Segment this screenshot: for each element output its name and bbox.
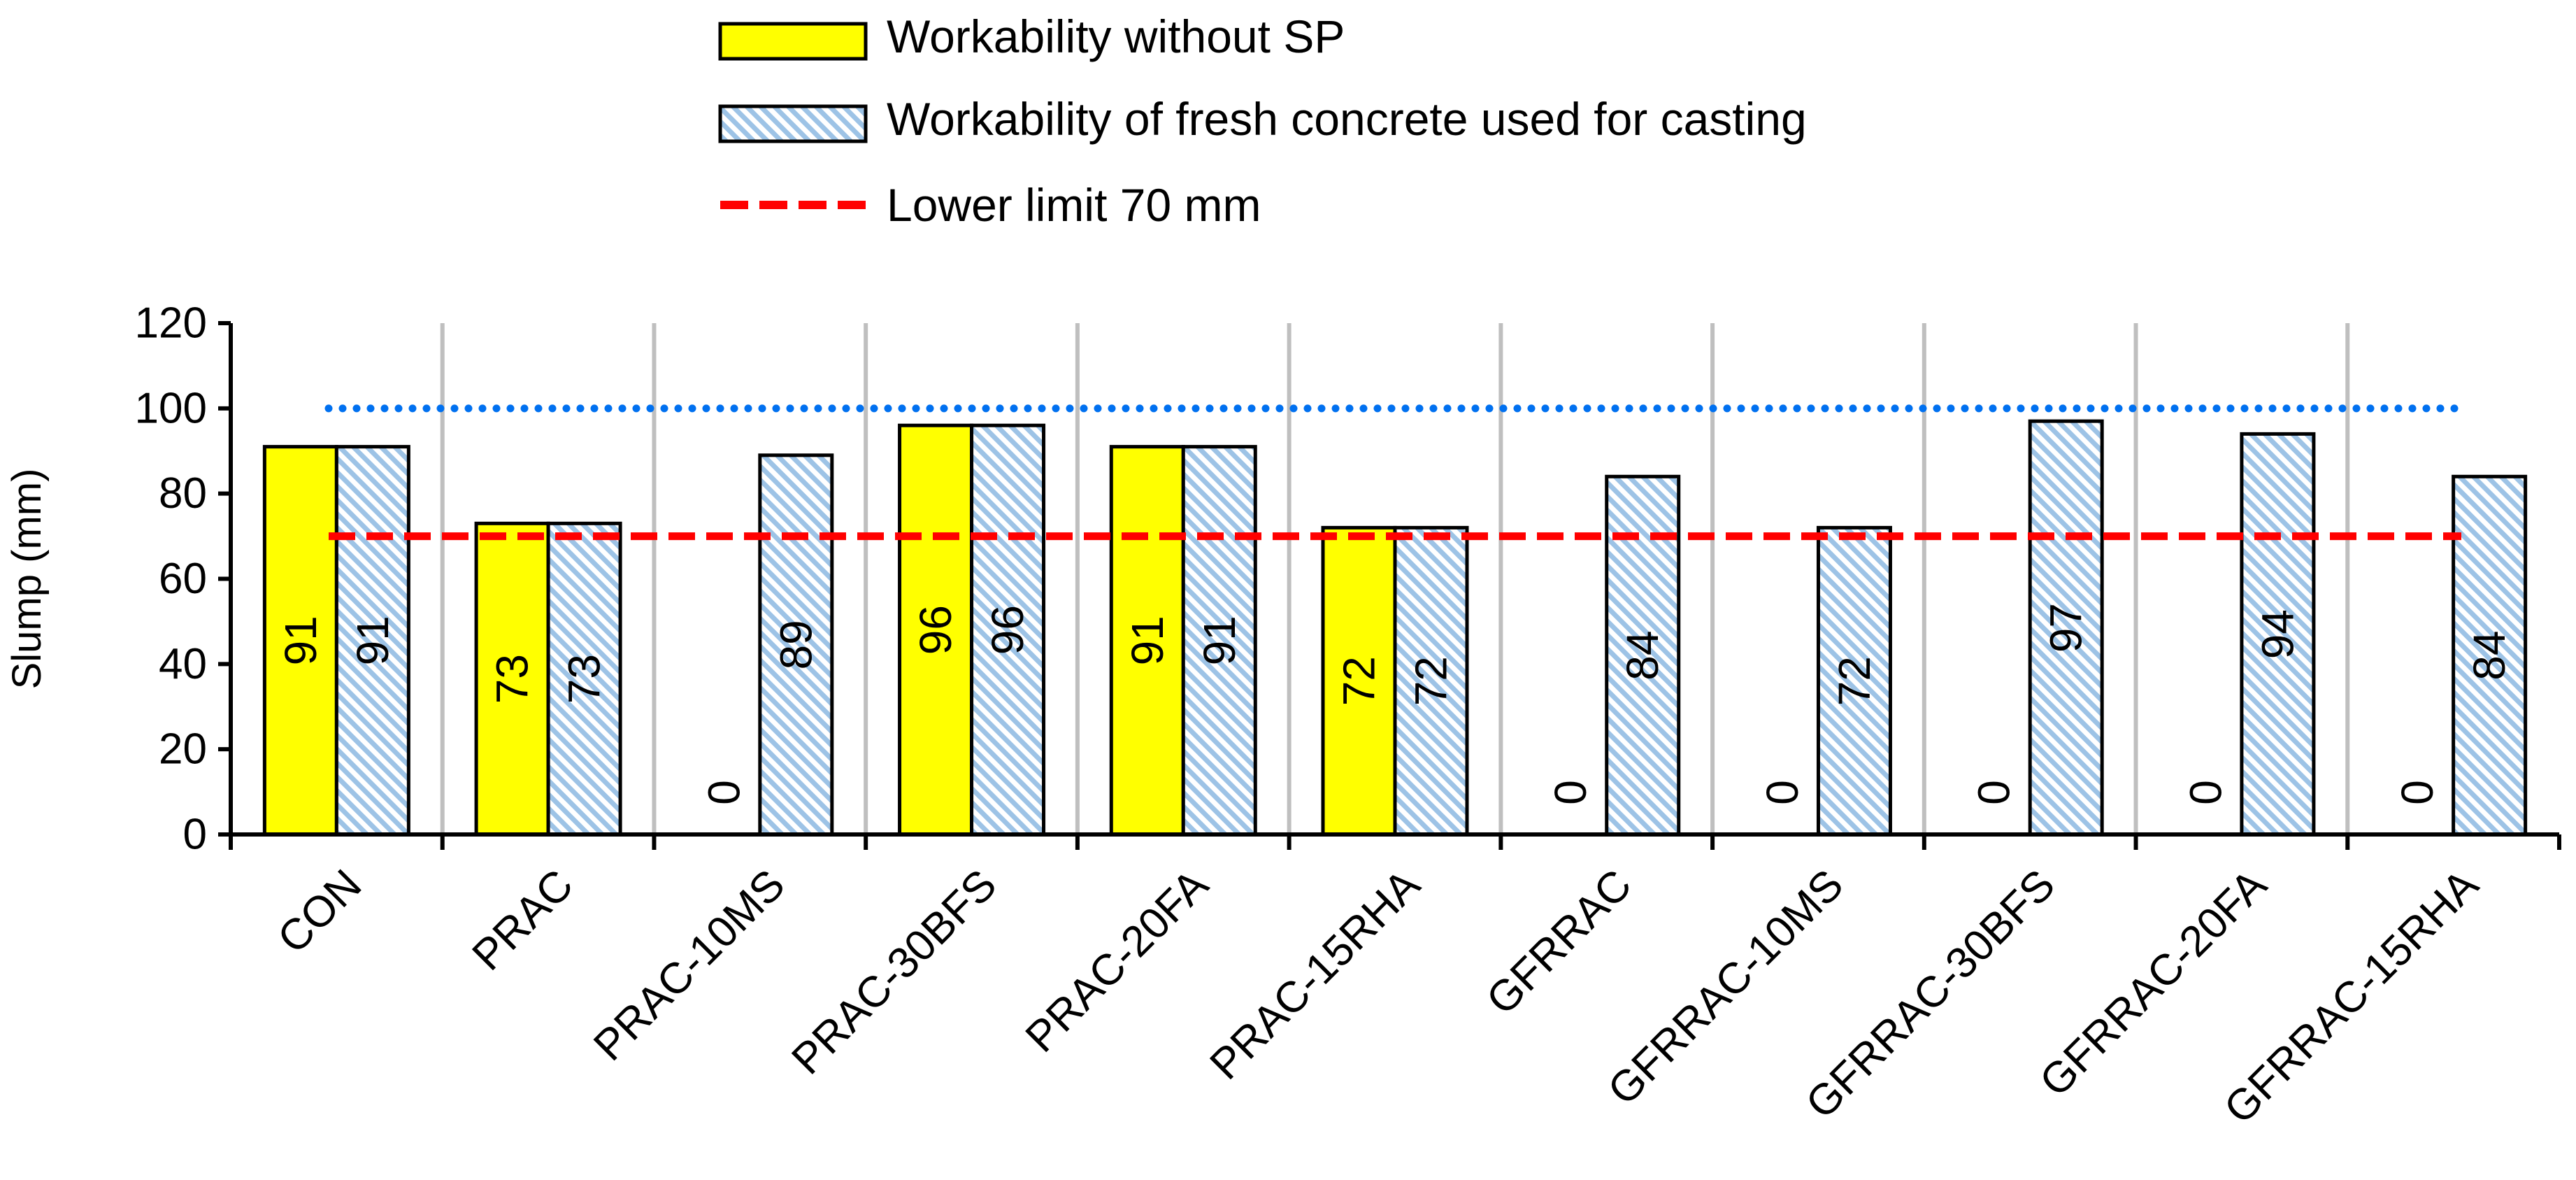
bar-fresh-concrete-gfrrac-20fa <box>2240 432 2316 837</box>
data-label-without-sp-prac-10ms: 0 <box>699 780 749 805</box>
data-label-fresh-concrete-prac-20fa: 91 <box>1194 616 1245 665</box>
data-label-fresh-concrete-prac-10ms: 89 <box>771 620 821 669</box>
data-label-without-sp-gfrrac-20fa: 0 <box>2180 780 2231 805</box>
x-tick-label-prac: PRAC <box>464 860 583 980</box>
data-label-without-sp-prac-15rha: 72 <box>1334 656 1384 706</box>
bar-fresh-concrete-prac-20fa <box>1181 445 1257 837</box>
data-label-fresh-concrete-gfrrac: 84 <box>1617 631 1668 681</box>
legend-swatch-without-sp <box>718 22 868 61</box>
bar-fresh-concrete-prac-10ms <box>758 453 834 837</box>
legend-label-without-sp: Workability without SP <box>887 10 1345 62</box>
legend-item-fresh-concrete: Workability of fresh concrete used for c… <box>718 93 1807 145</box>
x-tick-label-prac-20fa: PRAC-20FA <box>1017 860 1218 1062</box>
data-label-without-sp-gfrrac-10ms: 0 <box>1757 780 1808 805</box>
data-label-fresh-concrete-gfrrac-15rha: 84 <box>2464 631 2514 681</box>
legend: Workability without SP Workability of fr… <box>718 10 1807 231</box>
legend-label-lower-limit: Lower limit 70 mm <box>887 179 1261 231</box>
reference-lines <box>324 404 2466 541</box>
axes <box>218 321 2561 850</box>
bar-without-sp-prac-15rha <box>1321 525 1397 837</box>
data-label-fresh-concrete-prac-15rha: 72 <box>1406 656 1457 706</box>
legend-item-without-sp: Workability without SP <box>718 10 1345 62</box>
x-tick-label-gfrrac: GFRRAC <box>1477 860 1641 1024</box>
y-tick-label: 60 <box>159 555 207 603</box>
bar-without-sp-con <box>262 445 338 837</box>
y-tick-label: 100 <box>135 384 207 432</box>
category-gridlines <box>440 323 2350 834</box>
data-label-fresh-concrete-gfrrac-30bfs: 97 <box>2041 603 2091 653</box>
y-tick-label: 120 <box>135 299 207 348</box>
bar-fresh-concrete-con <box>334 445 410 837</box>
bar-fresh-concrete-gfrrac-10ms <box>1816 525 1892 837</box>
x-tick-label-gfrrac-20fa: GFRRAC-20FA <box>2031 860 2276 1106</box>
bar-fresh-concrete-gfrrac-15rha <box>2452 474 2528 837</box>
x-tick-label-prac-15rha: PRAC-15RHA <box>1201 860 1429 1089</box>
y-tick-label: 80 <box>159 469 207 518</box>
bar-fresh-concrete-prac <box>546 521 622 837</box>
y-tick-label: 20 <box>159 725 207 774</box>
data-label-without-sp-prac: 73 <box>487 654 538 704</box>
data-label-fresh-concrete-gfrrac-20fa: 94 <box>2252 609 2303 659</box>
bar-fresh-concrete-prac-15rha <box>1393 525 1469 837</box>
y-tick-label: 0 <box>183 811 207 859</box>
data-label-without-sp-prac-30bfs: 96 <box>910 605 961 655</box>
data-label-without-sp-gfrrac-30bfs: 0 <box>1969 780 2019 805</box>
y-tick-labels: 0 20 40 60 80 100 120 <box>135 299 207 859</box>
x-tick-label-prac-30bfs: PRAC-30BFS <box>782 860 1006 1083</box>
y-axis-title: Slump (mm) <box>4 469 50 690</box>
legend-swatch-fresh-concrete <box>718 104 868 143</box>
legend-item-lower-limit: Lower limit 70 mm <box>720 179 1261 231</box>
data-label-fresh-concrete-prac: 73 <box>559 654 610 704</box>
data-label-without-sp-gfrrac-15rha: 0 <box>2392 780 2442 805</box>
data-label-without-sp-gfrrac: 0 <box>1545 780 1596 805</box>
data-label-without-sp-prac-20fa: 91 <box>1122 616 1173 665</box>
x-tick-label-prac-10ms: PRAC-10MS <box>585 860 794 1070</box>
data-label-fresh-concrete-gfrrac-10ms: 72 <box>1829 656 1880 706</box>
data-label-fresh-concrete-prac-30bfs: 96 <box>982 605 1033 655</box>
data-label-without-sp-con: 91 <box>276 616 326 665</box>
bars <box>262 419 2528 837</box>
data-label-fresh-concrete-con: 91 <box>348 616 398 665</box>
legend-label-fresh-concrete: Workability of fresh concrete used for c… <box>887 93 1807 145</box>
y-tick-label: 40 <box>159 640 207 688</box>
x-tick-label-con: CON <box>269 860 371 962</box>
data-labels: 91 91 73 73 0 89 96 96 91 91 72 72 0 84 0 72 0 97 0 94 0 84 <box>276 603 2514 805</box>
